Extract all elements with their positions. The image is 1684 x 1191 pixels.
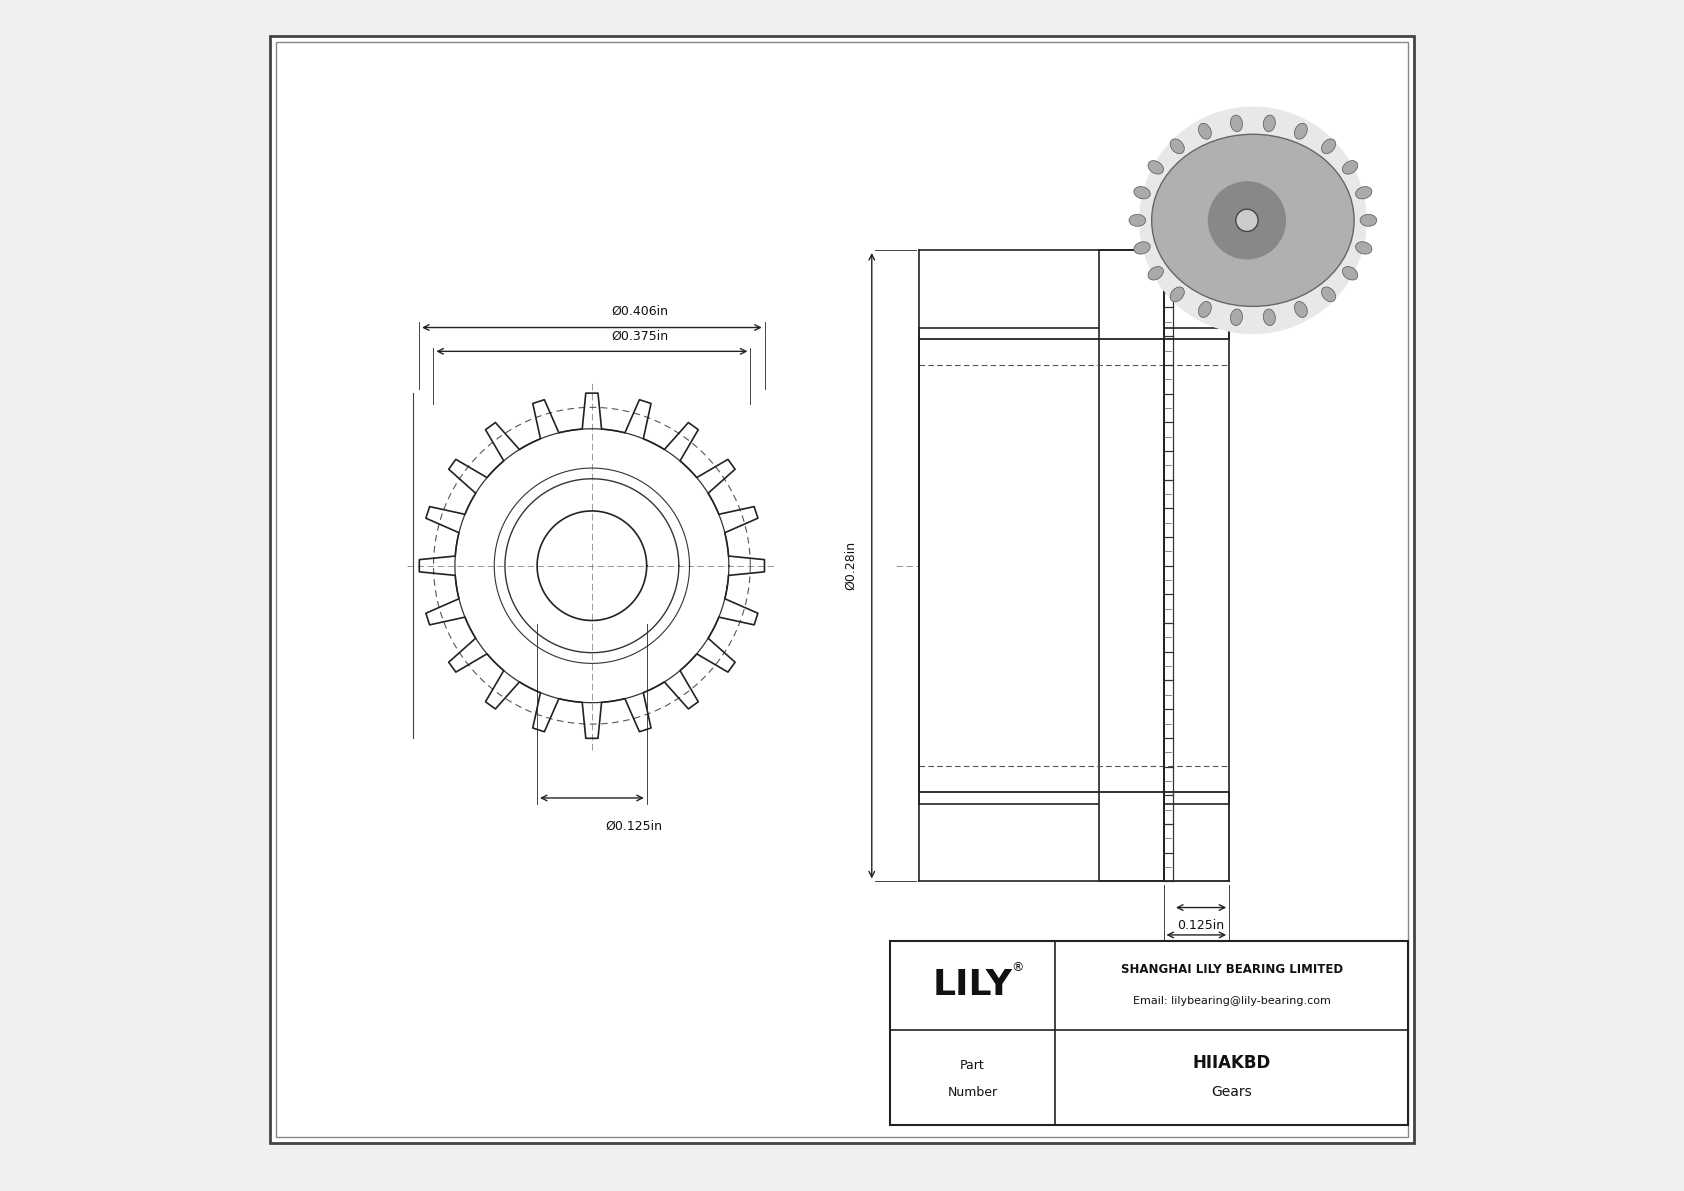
Ellipse shape bbox=[1295, 123, 1307, 139]
Text: SHANGHAI LILY BEARING LIMITED: SHANGHAI LILY BEARING LIMITED bbox=[1120, 964, 1342, 977]
Text: Ø0.125in: Ø0.125in bbox=[605, 819, 662, 833]
Bar bbox=[889, 941, 1408, 1125]
Ellipse shape bbox=[1295, 301, 1307, 318]
Text: 0.315in: 0.315in bbox=[1172, 949, 1219, 962]
Bar bbox=[919, 328, 1229, 804]
Text: ®: ® bbox=[1012, 961, 1024, 974]
Text: LILY: LILY bbox=[933, 968, 1012, 1002]
Ellipse shape bbox=[1133, 242, 1150, 254]
Ellipse shape bbox=[1170, 139, 1184, 154]
Ellipse shape bbox=[1128, 214, 1145, 226]
Ellipse shape bbox=[1263, 116, 1275, 132]
Text: Ø0.406in: Ø0.406in bbox=[611, 305, 669, 318]
Circle shape bbox=[1209, 182, 1285, 258]
Text: Ø0.28in: Ø0.28in bbox=[844, 541, 857, 591]
Text: HIIAKBD: HIIAKBD bbox=[1192, 1054, 1271, 1072]
Circle shape bbox=[1140, 107, 1366, 333]
Ellipse shape bbox=[1342, 161, 1357, 174]
Text: Email: lilybearing@lily-bearing.com: Email: lilybearing@lily-bearing.com bbox=[1133, 996, 1330, 1005]
Ellipse shape bbox=[1322, 287, 1335, 301]
Text: Gears: Gears bbox=[1211, 1085, 1251, 1099]
Ellipse shape bbox=[1263, 308, 1275, 325]
Ellipse shape bbox=[1361, 214, 1378, 226]
FancyBboxPatch shape bbox=[271, 36, 1413, 1143]
Ellipse shape bbox=[1148, 161, 1164, 174]
Ellipse shape bbox=[1152, 135, 1354, 306]
Ellipse shape bbox=[1236, 210, 1258, 231]
Ellipse shape bbox=[1322, 139, 1335, 154]
Bar bbox=[1100, 250, 1164, 881]
Ellipse shape bbox=[1170, 287, 1184, 301]
Ellipse shape bbox=[1342, 267, 1357, 280]
Ellipse shape bbox=[1133, 187, 1150, 199]
Text: 0.125in: 0.125in bbox=[1177, 919, 1224, 933]
Ellipse shape bbox=[1231, 308, 1243, 325]
Ellipse shape bbox=[1356, 187, 1372, 199]
Ellipse shape bbox=[1199, 301, 1211, 318]
Ellipse shape bbox=[1231, 116, 1243, 132]
Text: Number: Number bbox=[948, 1086, 997, 1099]
Ellipse shape bbox=[1356, 242, 1372, 254]
Ellipse shape bbox=[1199, 123, 1211, 139]
Text: Part: Part bbox=[960, 1059, 985, 1072]
Ellipse shape bbox=[1148, 267, 1164, 280]
Text: Ø0.375in: Ø0.375in bbox=[611, 330, 669, 343]
